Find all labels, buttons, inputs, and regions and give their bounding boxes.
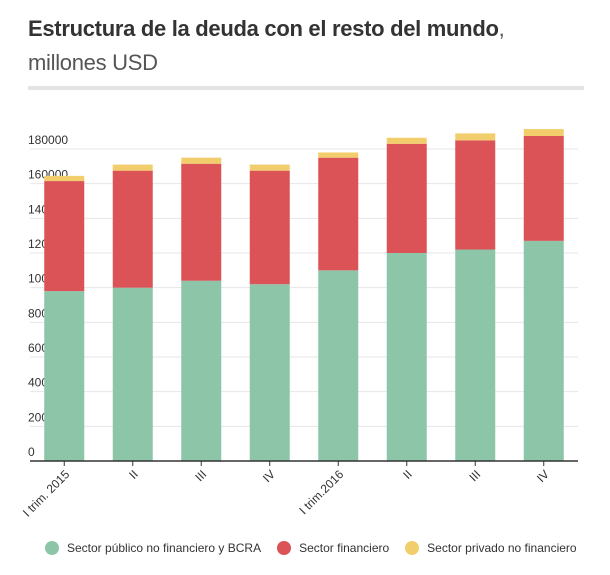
x-tick-label-7: IV <box>534 467 552 485</box>
chart-title-unit: , millones USD <box>28 16 505 75</box>
bar-financiero-2[interactable] <box>181 163 222 281</box>
bar-financiero-0[interactable] <box>44 181 85 292</box>
legend-item-publico[interactable]: Sector público no financiero y BCRA <box>45 541 261 555</box>
bar-privado-5[interactable] <box>386 137 427 144</box>
bar-financiero-7[interactable] <box>523 136 564 241</box>
x-tick-label-1: II <box>126 467 141 482</box>
bar-financiero-5[interactable] <box>386 143 427 253</box>
bar-financiero-3[interactable] <box>249 170 290 285</box>
bars <box>44 129 564 461</box>
bar-privado-7[interactable] <box>523 129 564 136</box>
bar-financiero-6[interactable] <box>455 140 496 250</box>
legend-swatch-financiero <box>277 541 292 555</box>
bar-privado-0[interactable] <box>44 175 85 182</box>
bar-publico-0[interactable] <box>44 291 85 461</box>
legend-swatch-privado <box>405 541 420 555</box>
stacked-bar-chart: 0200004000060000800001000001200001400001… <box>20 129 578 520</box>
x-tick-label-0: I trim. 2015 <box>20 467 73 520</box>
chart-title: Estructura de la deuda con el resto del … <box>28 12 588 80</box>
x-tick-label-2: III <box>192 467 209 484</box>
bar-privado-6[interactable] <box>455 133 496 141</box>
x-tick-label-5: II <box>400 467 415 482</box>
gridlines <box>30 148 578 427</box>
bar-privado-3[interactable] <box>249 164 290 171</box>
bar-privado-2[interactable] <box>181 157 222 164</box>
bar-financiero-1[interactable] <box>112 170 153 288</box>
bar-publico-2[interactable] <box>181 280 222 461</box>
bar-publico-4[interactable] <box>318 270 359 461</box>
legend-item-privado[interactable]: Sector privado no financiero <box>405 541 577 555</box>
y-tick-label-0: 0 <box>28 445 35 459</box>
bar-financiero-4[interactable] <box>318 157 359 271</box>
chart-title-main: Estructura de la deuda con el resto del … <box>28 16 499 41</box>
bar-publico-5[interactable] <box>386 253 427 461</box>
title-divider <box>28 86 584 90</box>
bar-privado-4[interactable] <box>318 152 359 158</box>
y-tick-label-180000: 180000 <box>28 133 68 147</box>
bar-privado-1[interactable] <box>112 164 153 171</box>
x-tick-label-4: I trim.2016 <box>296 467 346 517</box>
bar-publico-7[interactable] <box>523 240 564 461</box>
x-axis-tick-labels: I trim. 2015 II III IV I trim.2016 II III IV <box>20 461 552 520</box>
legend-label-publico: Sector público no financiero y BCRA <box>67 541 262 555</box>
legend-label-financiero: Sector financiero <box>299 541 390 555</box>
x-tick-label-3: IV <box>260 467 278 485</box>
legend: Sector público no financiero y BCRA Sect… <box>45 541 593 555</box>
bar-publico-1[interactable] <box>112 287 153 461</box>
legend-swatch-publico <box>45 541 59 555</box>
x-tick-label-6: III <box>466 467 483 484</box>
bar-publico-3[interactable] <box>249 284 290 461</box>
legend-label-privado: Sector privado no financiero <box>427 541 577 555</box>
bar-publico-6[interactable] <box>455 249 496 461</box>
legend-item-financiero[interactable]: Sector financiero <box>277 541 389 555</box>
